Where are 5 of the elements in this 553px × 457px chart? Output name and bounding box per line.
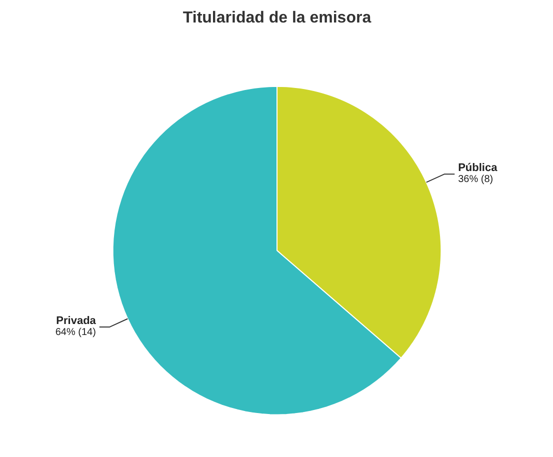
slice-label: Privada <box>56 314 97 327</box>
data-label: 36% (8) <box>458 174 494 186</box>
chart-title: Titularidad de la emisora <box>182 9 372 26</box>
data-label: 64% (14) <box>55 326 96 338</box>
slice-label: Pública <box>458 162 498 174</box>
